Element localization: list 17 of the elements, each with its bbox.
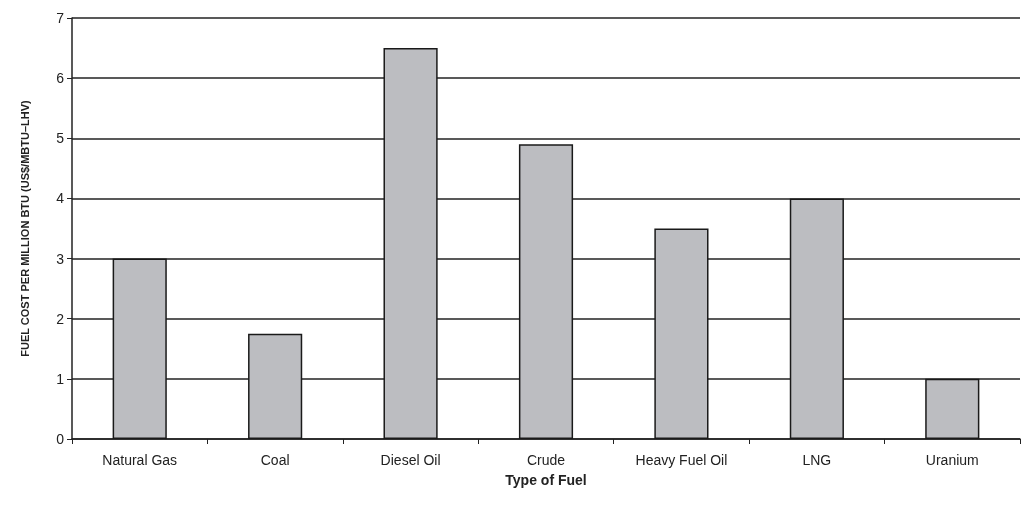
y-tick-label: 1 bbox=[56, 370, 65, 387]
y-tick-label: 2 bbox=[56, 310, 65, 327]
x-tick-label: LNG bbox=[802, 452, 832, 468]
x-tick-label: Uranium bbox=[925, 452, 979, 468]
x-tick-label: Crude bbox=[526, 452, 566, 468]
y-tick-label: 7 bbox=[56, 10, 65, 26]
y-tick-label: 4 bbox=[56, 190, 65, 207]
y-tick-label: 3 bbox=[56, 250, 65, 267]
y-axis-title: FUEL COST PER MILLION BTU (US$/MBTU–LHV) bbox=[18, 99, 31, 357]
x-tick-label: Coal bbox=[260, 452, 290, 468]
x-tick-label: Heavy Fuel Oil bbox=[635, 452, 728, 468]
y-tick-label: 0 bbox=[56, 431, 65, 447]
x-axis-title: Type of Fuel bbox=[505, 472, 587, 488]
x-tick-label: Diesel Oil bbox=[380, 452, 441, 468]
x-tick-label: Natural Gas bbox=[102, 452, 178, 468]
y-tick-label: 6 bbox=[56, 70, 65, 87]
y-tick-label: 5 bbox=[56, 130, 65, 147]
